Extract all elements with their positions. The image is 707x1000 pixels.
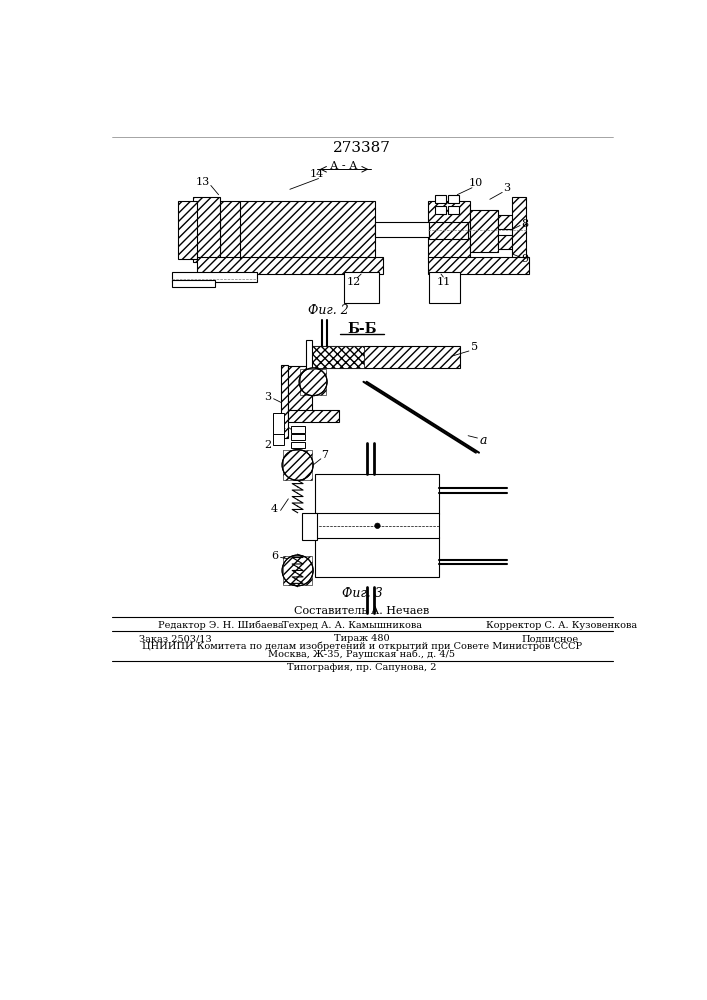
Bar (435, 206, 445, 214)
Bar (300, 369, 327, 395)
Bar (288, 410, 339, 422)
Text: Фиг. 2: Фиг. 2 (308, 304, 349, 317)
Circle shape (299, 368, 327, 396)
Text: 4: 4 (271, 504, 278, 514)
Bar (309, 346, 460, 368)
Text: Составитель А. Нечаев: Составитель А. Нечаев (294, 606, 430, 616)
Bar (315, 537, 438, 577)
Text: Фиг. 3: Фиг. 3 (341, 587, 382, 600)
Circle shape (282, 555, 313, 586)
Bar (315, 513, 438, 538)
Text: a: a (480, 434, 487, 447)
Text: 8: 8 (521, 219, 528, 229)
Text: Подписное: Подписное (522, 634, 579, 643)
Bar (448, 195, 459, 203)
Bar (448, 206, 459, 214)
Bar (197, 257, 383, 274)
Bar (301, 513, 317, 540)
Bar (197, 216, 220, 232)
Bar (375, 222, 429, 237)
Bar (429, 222, 468, 239)
Bar (291, 434, 305, 440)
Bar (177, 201, 197, 259)
Bar (291, 442, 305, 448)
Circle shape (282, 450, 313, 480)
Text: 2: 2 (264, 440, 271, 450)
Bar (283, 556, 312, 585)
Text: Техред А. А. Камышникова: Техред А. А. Камышникова (282, 621, 422, 630)
Text: 3: 3 (264, 392, 271, 402)
Text: 10: 10 (469, 178, 483, 188)
Bar (470, 210, 498, 252)
Bar (428, 257, 529, 274)
Bar (273, 434, 284, 445)
Bar (172, 272, 257, 282)
Bar (197, 235, 220, 251)
Bar (498, 215, 513, 229)
Text: 6: 6 (271, 551, 278, 561)
Text: 12: 12 (346, 277, 361, 287)
Text: 14: 14 (310, 169, 324, 179)
Text: Типография, пр. Сапунова, 2: Типография, пр. Сапунова, 2 (287, 663, 437, 672)
Text: 11: 11 (436, 277, 450, 287)
Text: 273387: 273387 (333, 141, 391, 155)
Text: 9: 9 (521, 254, 528, 264)
Text: 7: 7 (321, 450, 328, 460)
Bar (216, 201, 375, 259)
Bar (498, 235, 513, 249)
Bar (429, 272, 460, 303)
Text: 3: 3 (503, 183, 510, 193)
Text: Москва, Ж-35, Раушская наб., д. 4/5: Москва, Ж-35, Раушская наб., д. 4/5 (269, 650, 455, 659)
Bar (428, 201, 470, 259)
Bar (288, 366, 312, 416)
Circle shape (375, 523, 380, 528)
Bar (172, 280, 215, 287)
Bar (315, 474, 438, 514)
Text: 5: 5 (471, 342, 478, 352)
Bar (435, 195, 445, 203)
Bar (283, 450, 312, 480)
Bar (291, 426, 305, 433)
Bar (309, 346, 363, 368)
Text: Корректор С. А. Кузовенкова: Корректор С. А. Кузовенкова (486, 621, 637, 630)
Text: А - А: А - А (330, 161, 358, 171)
Bar (281, 365, 288, 438)
Bar (344, 272, 379, 303)
Text: Б-Б: Б-Б (347, 322, 377, 336)
Bar (306, 340, 312, 373)
Bar (193, 197, 220, 262)
Text: Редактор Э. Н. Шибаева: Редактор Э. Н. Шибаева (158, 620, 284, 630)
Text: 1: 1 (280, 421, 287, 431)
Text: 13: 13 (196, 177, 210, 187)
Bar (513, 197, 526, 262)
Text: ЦНИИПИ Комитета по делам изобретений и открытий при Совете Министров СССР: ЦНИИПИ Комитета по делам изобретений и о… (142, 642, 582, 651)
Text: Тираж 480: Тираж 480 (334, 634, 390, 643)
Bar (273, 413, 284, 436)
Text: Заказ 2503/13: Заказ 2503/13 (139, 634, 211, 643)
